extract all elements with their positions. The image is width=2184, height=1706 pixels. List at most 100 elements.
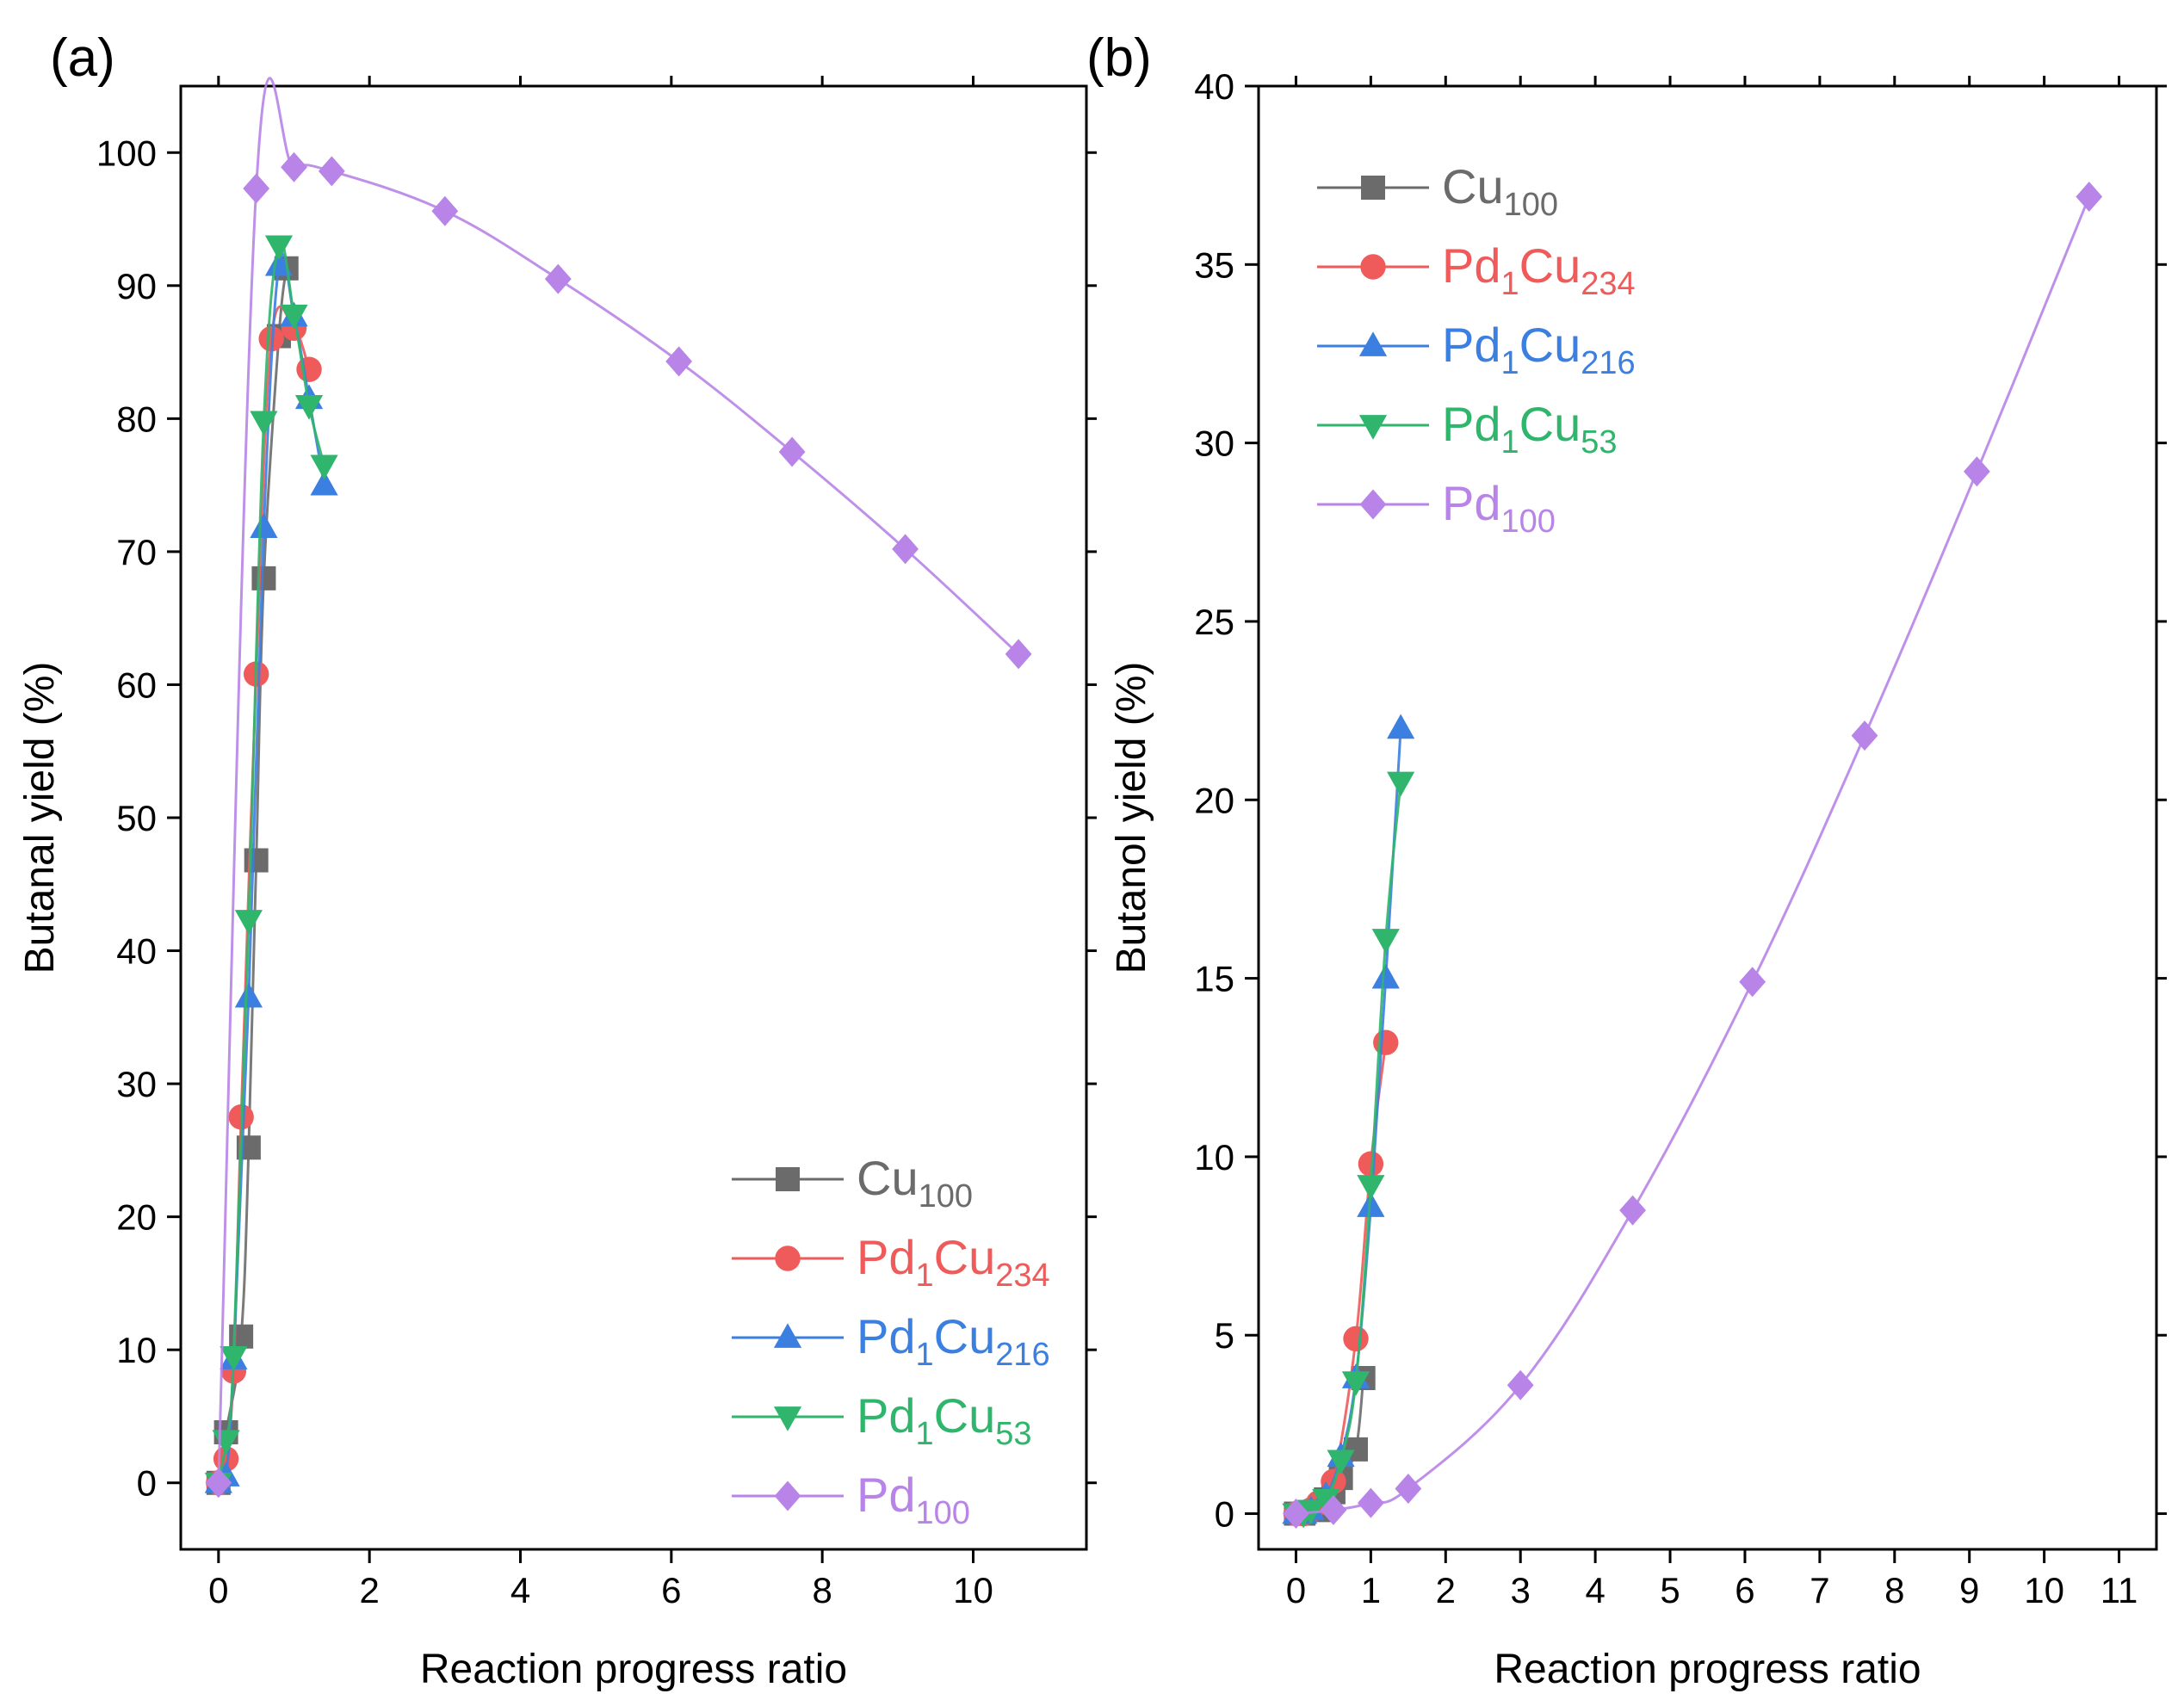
y-tick-label: 40 <box>116 931 157 972</box>
x-tick-label: 10 <box>953 1570 993 1610</box>
series-line <box>1296 195 2091 1516</box>
y-tick-label: 50 <box>116 798 157 838</box>
data-point <box>205 1468 232 1499</box>
y-axis-title-b: Butanol yield (%) <box>1109 662 1154 974</box>
legend-label-1: Pd1Cu234 <box>857 1230 1050 1294</box>
data-point <box>251 566 276 590</box>
panel-b: (b) 0 1 2 3 4 5 6 7 8 9 10 11 0 5 10 15 20 25 30 35 40 Reactio… <box>1086 28 2167 1692</box>
legend-label-4: Pd100 <box>857 1468 970 1531</box>
data-point <box>264 235 294 261</box>
data-point <box>310 454 338 480</box>
y-tick-label: 60 <box>116 664 157 705</box>
x-tick-label: 1 <box>1361 1570 1381 1610</box>
data-point <box>1387 771 1415 797</box>
legend-label-0: Cu100 <box>1442 159 1558 223</box>
y-tick-label: 80 <box>116 399 157 439</box>
data-point <box>1387 714 1415 739</box>
y-tick-label: 90 <box>116 266 157 306</box>
series-a-3 <box>204 235 338 1498</box>
data-point <box>1739 967 1766 998</box>
data-point <box>264 250 294 276</box>
data-point <box>1619 1195 1646 1226</box>
x-axis-title-a: Reaction progress ratio <box>420 1647 847 1692</box>
data-point <box>258 325 284 352</box>
data-point <box>1312 1489 1340 1514</box>
data-point <box>2076 182 2103 213</box>
data-point <box>778 436 806 467</box>
legend-marker <box>1359 489 1387 520</box>
x-tick-label: 4 <box>1585 1570 1605 1610</box>
series-line <box>217 77 1020 1483</box>
legend-b: Cu100 Pd1Cu234 Pd1Cu216 Pd1Cu53 Pd100 <box>1317 159 1636 540</box>
x-tick-label: 9 <box>1959 1570 1979 1610</box>
y-tick-label: 35 <box>1194 244 1234 285</box>
legend-label-2: Pd1Cu216 <box>1442 318 1636 381</box>
legend-marker <box>775 1246 801 1271</box>
data-point <box>544 263 572 294</box>
y-tick-label: 40 <box>1194 66 1234 107</box>
plot-frame-b <box>1257 84 2158 1551</box>
x-tick-label: 3 <box>1511 1570 1531 1610</box>
data-point <box>1371 963 1400 989</box>
y-tick-label: 20 <box>116 1197 157 1238</box>
x-tick-label: 2 <box>359 1570 379 1610</box>
data-point <box>234 982 263 1008</box>
y-tick-label: 70 <box>116 532 157 572</box>
y-tick-label: 25 <box>1194 602 1234 642</box>
y-axis-title-a: Butanal yield (%) <box>17 662 63 974</box>
data-point <box>244 848 269 873</box>
x-tick-label: 4 <box>510 1570 530 1610</box>
y-tick-label: 10 <box>1194 1137 1234 1178</box>
legend-label-3: Pd1Cu53 <box>857 1388 1032 1452</box>
data-point <box>892 534 919 565</box>
data-point <box>1371 929 1400 954</box>
data-point <box>1005 639 1032 670</box>
y-tick-label: 30 <box>1194 423 1234 464</box>
legend-marker <box>773 1406 802 1431</box>
data-point <box>1283 1499 1309 1530</box>
data-point <box>250 411 278 436</box>
legend-marker <box>1358 331 1388 356</box>
y-tick-label: 0 <box>137 1463 157 1504</box>
data-point <box>1358 1151 1384 1177</box>
legend-marker <box>1360 254 1386 280</box>
y-tick-label: 0 <box>1215 1494 1234 1535</box>
data-point <box>1373 1029 1399 1055</box>
data-point <box>1327 1449 1355 1475</box>
data-point <box>294 395 324 420</box>
data-point <box>1964 456 1990 487</box>
legend-a: Cu100 Pd1Cu234 Pd1Cu216 Pd1Cu53 Pd100 <box>732 1151 1050 1531</box>
data-point <box>1343 1326 1369 1352</box>
series-b-4 <box>1283 182 2103 1530</box>
data-point <box>665 346 692 377</box>
y-tick-label: 100 <box>96 133 157 173</box>
y-tick-label: 30 <box>116 1064 157 1104</box>
legend-marker <box>773 1323 802 1348</box>
series-b-3 <box>1282 771 1415 1529</box>
x-tick-label: 6 <box>1735 1570 1754 1610</box>
x-tick-label: 2 <box>1436 1570 1456 1610</box>
data-point <box>1320 1494 1347 1525</box>
data-point <box>1507 1369 1534 1400</box>
data-point <box>318 156 345 187</box>
data-point <box>1395 1474 1422 1505</box>
data-point <box>234 910 263 935</box>
data-point <box>243 173 270 204</box>
data-point <box>1357 1487 1384 1518</box>
legend-label-2: Pd1Cu216 <box>857 1309 1050 1373</box>
x-tick-label: 0 <box>1286 1570 1306 1610</box>
legend-marker <box>1361 176 1385 200</box>
panel-label-b: (b) <box>1086 28 1152 88</box>
x-tick-label: 11 <box>2100 1570 2138 1610</box>
x-tick-label: 0 <box>208 1570 228 1610</box>
panel-a: (a)0 2 4 6 8 100102030405060708090100Reaction… <box>17 28 1097 1692</box>
legend-label-0: Cu100 <box>857 1151 973 1215</box>
legend-marker <box>774 1480 801 1511</box>
legend-marker <box>776 1167 800 1191</box>
legend-marker <box>1358 415 1388 440</box>
x-tick-label: 6 <box>661 1570 681 1610</box>
data-point <box>280 304 308 330</box>
legend-label-3: Pd1Cu53 <box>1442 397 1618 460</box>
panel-label-a: (a) <box>50 28 115 88</box>
